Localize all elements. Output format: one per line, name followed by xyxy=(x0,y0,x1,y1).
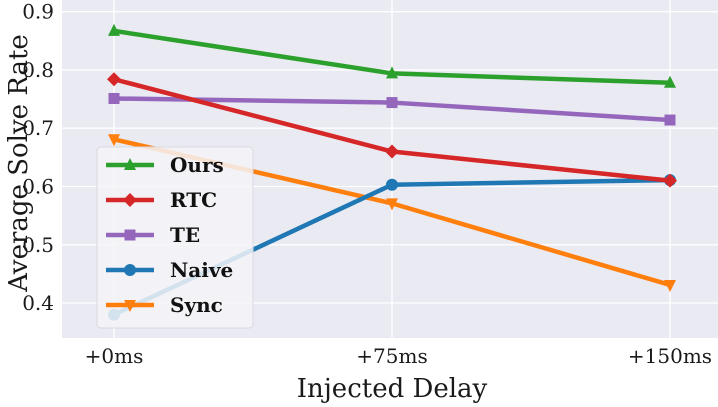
series-rtc xyxy=(107,72,677,188)
legend-label: Ours xyxy=(170,153,224,177)
legend-box xyxy=(96,146,254,329)
legend-swatch-marker xyxy=(124,300,136,312)
data-point-ours xyxy=(108,23,120,36)
legend: Ours RTC TE Naive Sync xyxy=(96,146,254,329)
series-ours xyxy=(108,23,676,88)
legend-item-naive: Naive xyxy=(106,258,233,282)
y-tick-label: 0.7 xyxy=(22,116,54,140)
legend-swatch-marker xyxy=(124,158,136,170)
data-point-te xyxy=(108,92,120,104)
legend-label: RTC xyxy=(170,188,217,212)
legend-label: Naive xyxy=(170,258,233,282)
legend-swatch-marker xyxy=(123,193,137,207)
legend-swatch-marker xyxy=(124,264,136,276)
data-point-te xyxy=(386,97,398,109)
data-point-rtc xyxy=(663,173,677,188)
data-point-te xyxy=(664,114,676,126)
y-axis-label: Average Solve Rate xyxy=(4,34,34,293)
data-point-sync xyxy=(386,198,398,211)
x-axis-label: Injected Delay xyxy=(297,374,488,404)
legend-item-ours: Ours xyxy=(106,153,224,177)
legend-label: TE xyxy=(170,223,200,247)
data-point-sync xyxy=(664,279,676,292)
y-tick-label: 0.8 xyxy=(22,58,54,82)
legend-label: Sync xyxy=(170,293,223,317)
series-te xyxy=(108,92,676,126)
legend-item-rtc: RTC xyxy=(106,188,217,212)
y-axis-ticks: 0.4 0.5 0.6 0.7 0.8 0.9 xyxy=(22,0,54,315)
y-tick-label: 0.5 xyxy=(22,233,54,257)
legend-item-te: TE xyxy=(106,223,200,247)
x-tick-label: +0ms xyxy=(85,344,144,368)
data-point-rtc xyxy=(107,72,121,87)
x-axis-ticks: +0ms +75ms +150ms xyxy=(85,344,712,368)
data-point-rtc xyxy=(385,144,399,159)
x-tick-label: +150ms xyxy=(628,344,712,368)
x-tick-label: +75ms xyxy=(356,344,427,368)
data-point-sync xyxy=(108,134,120,147)
legend-item-sync: Sync xyxy=(106,293,223,317)
data-point-ours xyxy=(664,75,676,88)
y-tick-label: 0.9 xyxy=(22,0,54,24)
y-tick-label: 0.6 xyxy=(22,174,54,198)
data-point-naive xyxy=(386,178,398,191)
data-point-ours xyxy=(386,66,398,79)
legend-swatch-marker xyxy=(124,229,136,241)
y-tick-label: 0.4 xyxy=(22,291,54,315)
